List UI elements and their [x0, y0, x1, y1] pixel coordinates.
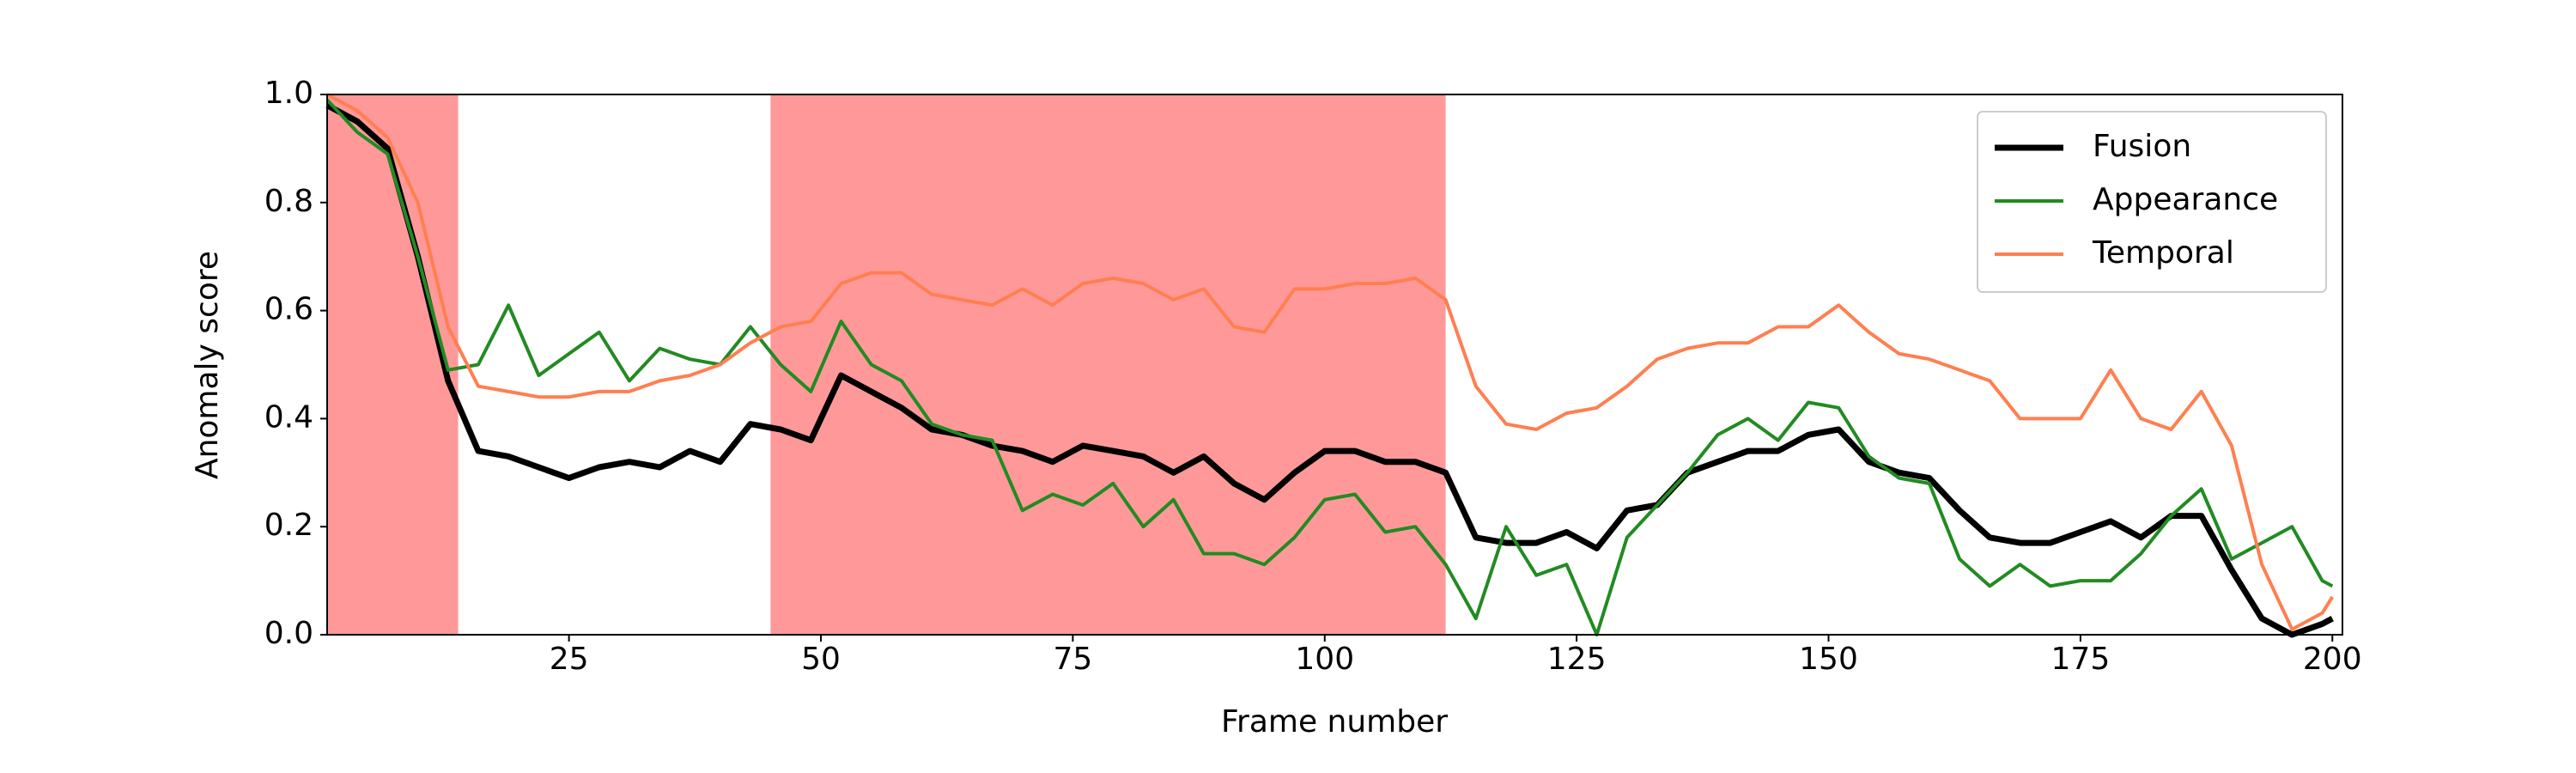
x-tick-label: 75: [1053, 642, 1092, 677]
shaded-region: [327, 94, 459, 635]
y-tick-label: 0.6: [264, 292, 313, 327]
x-tick-label: 200: [2303, 642, 2362, 677]
x-tick-label: 25: [550, 642, 589, 677]
x-tick-label: 175: [2051, 642, 2111, 677]
legend-label: Appearance: [2093, 182, 2278, 217]
x-axis-label: Frame number: [1221, 704, 1448, 740]
plot-frame: [326, 94, 2343, 636]
series-line: [326, 93, 2334, 631]
y-tick-label: 1.0: [264, 76, 313, 111]
x-tick-label: 50: [801, 642, 841, 677]
y-axis-label: Anomaly score: [190, 251, 225, 479]
legend-label: Temporal: [2092, 235, 2234, 271]
x-tick-label: 125: [1547, 642, 1607, 677]
legend-box: [1977, 111, 2327, 293]
shaded-region: [770, 94, 1446, 635]
x-tick-label: 150: [1799, 642, 1858, 677]
series-line: [325, 98, 2334, 636]
y-tick-label: 0.0: [264, 616, 313, 651]
y-tick-label: 0.8: [264, 184, 313, 219]
y-tick-label: 0.4: [264, 399, 313, 435]
y-tick-label: 0.2: [264, 508, 313, 543]
legend-label: Fusion: [2093, 129, 2191, 164]
series-line: [325, 102, 2334, 638]
x-tick-label: 100: [1295, 642, 1354, 677]
